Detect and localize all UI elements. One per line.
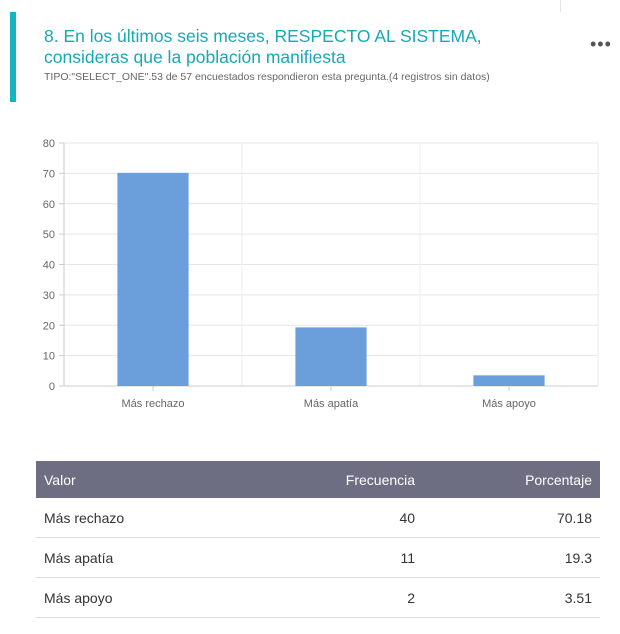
question-meta: TIPO:"SELECT_ONE".53 de 57 encuestados r… [44,71,490,83]
question-header: 8. En los últimos seis meses, RESPECTO A… [10,12,612,102]
table-header-row: Valor Frecuencia Porcentaje [36,461,600,498]
cell-valor: Más rechazo [36,498,242,538]
cell-porcentaje: 70.18 [423,498,600,538]
y-tick-label: 80 [43,138,55,150]
x-tick-label: Más apatía [304,398,359,410]
cell-valor: Más apoyo [36,577,242,618]
y-tick-label: 60 [43,199,55,211]
cell-frecuencia: 11 [241,537,424,578]
y-tick-label: 50 [43,229,55,241]
y-tick-label: 20 [43,320,55,332]
bar [295,327,367,386]
table-row: Más rechazo 40 70.18 [36,498,600,538]
x-tick-label: Más rechazo [122,398,185,410]
table-row: Más apatía 11 19.3 [36,537,600,578]
more-dots-icon[interactable]: ••• [590,34,612,54]
cell-porcentaje: 3.51 [423,577,600,618]
top-divider [560,0,561,12]
question-title: 8. En los últimos seis meses, RESPECTO A… [44,26,482,67]
y-tick-label: 40 [43,260,55,272]
column-header-porcentaje: Porcentaje [423,461,600,498]
y-tick-label: 30 [43,290,55,302]
bar [117,172,189,386]
cell-valor: Más apatía [36,537,242,578]
bar-chart: 0 10 20 30 40 50 60 70 80 Más rechazo Más apatía Má… [43,138,599,410]
column-header-frecuencia: Frecuencia [241,461,424,498]
y-tick-label: 70 [43,168,55,180]
x-tick-label: Más apoyo [482,398,536,410]
y-tick-label: 10 [43,351,55,363]
cell-frecuencia: 40 [241,498,424,538]
table-row: Más apoyo 2 3.51 [36,577,600,618]
cell-porcentaje: 19.3 [423,537,600,578]
frequency-table: Valor Frecuencia Porcentaje Más rechazo … [36,461,600,618]
bar [473,375,545,386]
y-tick-label: 0 [49,381,55,393]
column-header-valor: Valor [36,461,242,498]
cell-frecuencia: 2 [241,577,424,618]
